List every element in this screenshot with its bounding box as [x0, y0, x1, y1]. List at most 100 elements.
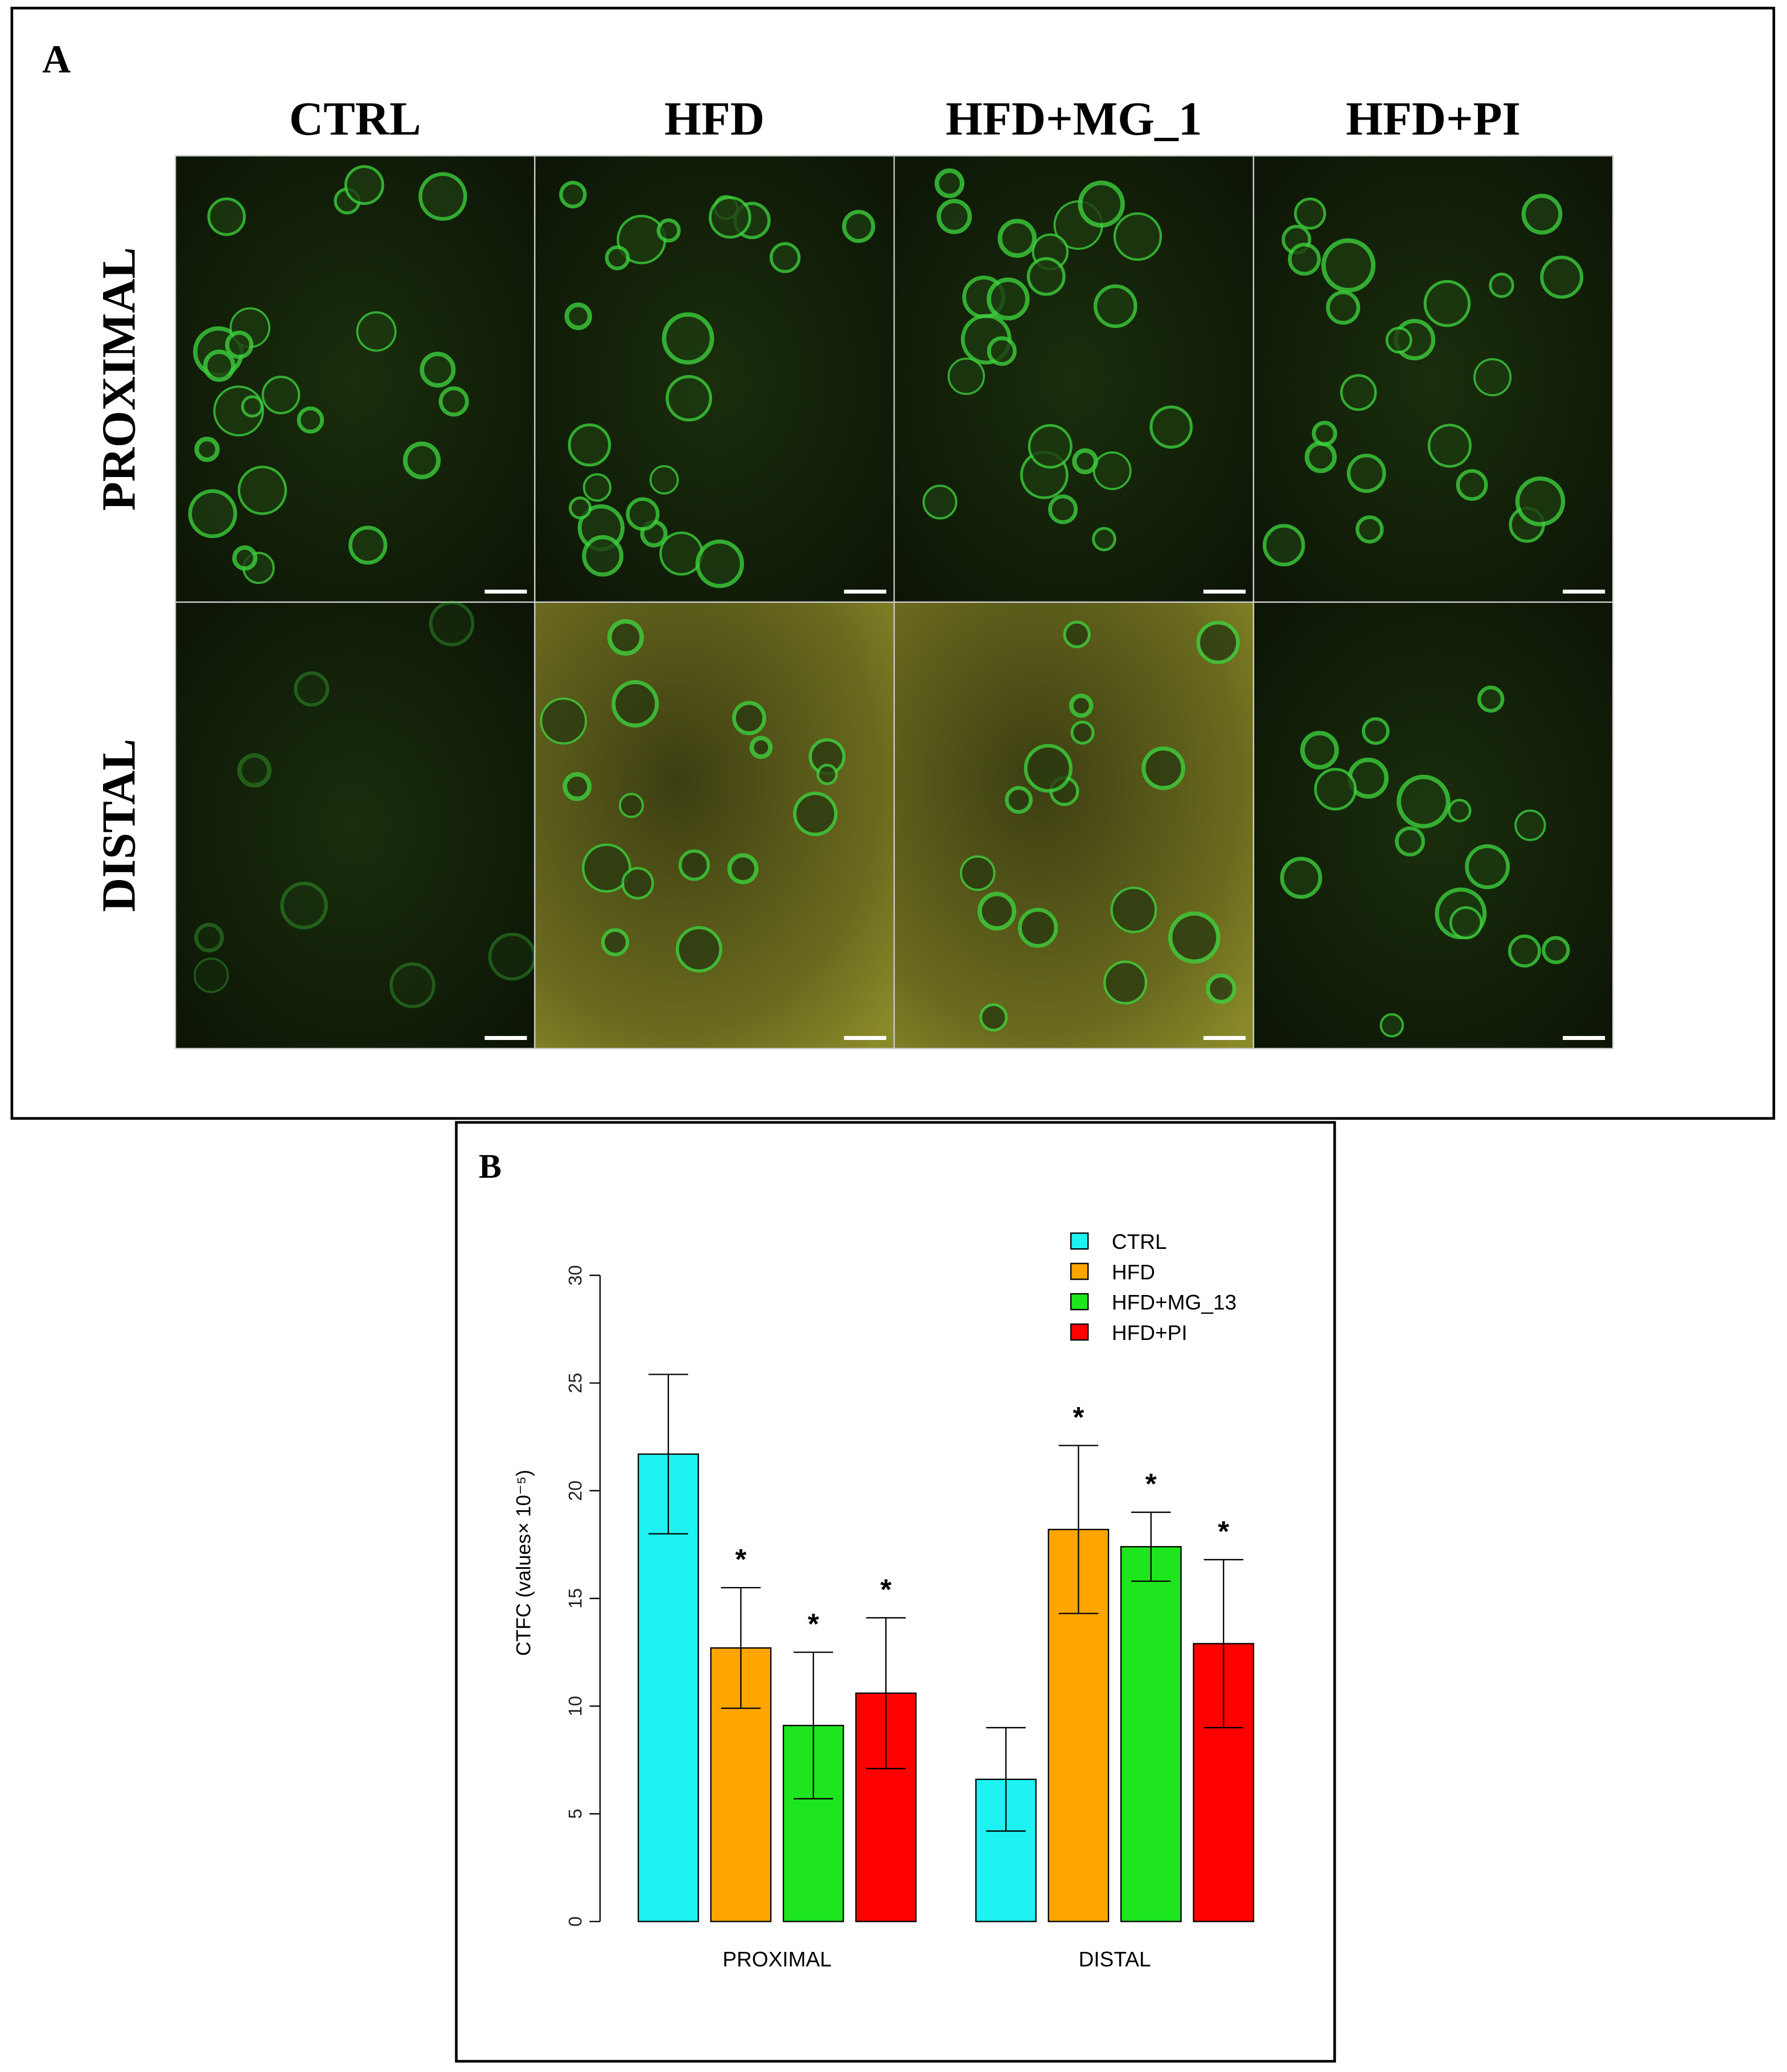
- cell: [1149, 405, 1193, 449]
- cell: [676, 926, 722, 973]
- cell: [402, 441, 441, 479]
- y-tick-label: 25: [565, 1373, 586, 1393]
- cell: [1521, 194, 1563, 235]
- significance-mark: *: [1073, 1401, 1084, 1433]
- cell: [562, 772, 592, 801]
- cell: [727, 853, 759, 885]
- cell: [662, 312, 714, 365]
- cell: [977, 891, 1017, 931]
- legend-label: HFD: [1112, 1260, 1155, 1284]
- cell: [1141, 746, 1185, 790]
- column-header: HFD: [664, 93, 765, 146]
- column-header: HFD+MG_1: [946, 93, 1202, 146]
- cell: [1005, 786, 1033, 814]
- cell: [540, 697, 588, 745]
- cell: [1540, 256, 1584, 299]
- cell: [568, 423, 611, 467]
- cell: [947, 357, 985, 395]
- cell: [934, 168, 965, 199]
- y-tick-label: 15: [565, 1588, 586, 1609]
- cell: [207, 197, 246, 236]
- cell: [626, 497, 660, 531]
- cell: [695, 539, 744, 589]
- micrograph: [174, 601, 536, 1050]
- cell: [241, 395, 264, 418]
- cell: [1072, 448, 1098, 475]
- cell: [1465, 844, 1510, 890]
- cell: [1206, 973, 1236, 1004]
- cell: [769, 242, 801, 273]
- cell: [237, 466, 287, 515]
- cell: [194, 437, 220, 462]
- cell: [418, 172, 467, 221]
- cell: [232, 545, 258, 571]
- x-tick-label: DISTAL: [1079, 1947, 1151, 1971]
- cell: [1063, 620, 1091, 648]
- cell: [1304, 441, 1337, 474]
- row-label: PROXIMAL: [93, 247, 145, 511]
- cell: [1110, 886, 1157, 934]
- cell: [1340, 374, 1377, 411]
- cell: [842, 209, 876, 243]
- cell: [193, 957, 229, 993]
- cell: [1449, 906, 1483, 940]
- bar: [1120, 1546, 1182, 1922]
- cell: [936, 199, 972, 235]
- significance-mark: *: [880, 1573, 892, 1606]
- row-label: DISTAL: [93, 739, 145, 912]
- cell: [582, 473, 612, 502]
- cell: [1024, 743, 1073, 793]
- cell: [1028, 424, 1073, 469]
- cell: [582, 843, 631, 893]
- cell: [987, 277, 1030, 320]
- cell: [611, 680, 659, 728]
- legend-swatch: [1070, 1263, 1089, 1280]
- significance-mark: *: [1145, 1467, 1157, 1500]
- cell: [389, 962, 436, 1009]
- cell: [1395, 826, 1426, 857]
- cell: [960, 855, 996, 891]
- cell: [678, 849, 710, 881]
- legend-swatch: [1070, 1323, 1089, 1341]
- cell: [280, 881, 328, 930]
- cell: [582, 535, 624, 577]
- legend-swatch: [1070, 1232, 1089, 1250]
- y-tick-label: 0: [565, 1917, 586, 1927]
- significance-mark: *: [735, 1543, 746, 1576]
- cell: [1456, 469, 1488, 501]
- cell: [605, 245, 630, 270]
- cell: [1078, 180, 1125, 228]
- cell: [1196, 620, 1240, 664]
- column-header: HFD+PI: [1346, 93, 1521, 146]
- cell: [1312, 421, 1337, 446]
- cell: [344, 165, 384, 205]
- cell: [1477, 685, 1505, 713]
- micrograph: [893, 601, 1255, 1050]
- cell: [618, 792, 644, 819]
- cell: [1288, 242, 1321, 276]
- cell: [979, 1003, 1008, 1032]
- cell: [1427, 424, 1472, 468]
- cell: [1018, 907, 1058, 948]
- cell: [1048, 494, 1078, 524]
- panel-a-frame: [10, 6, 1776, 1120]
- panel-label: B: [479, 1148, 502, 1186]
- cell: [438, 386, 469, 417]
- cell: [225, 330, 254, 359]
- cell: [1280, 857, 1322, 899]
- cell: [1300, 730, 1339, 770]
- legend-label: CTRL: [1112, 1230, 1167, 1253]
- legend-swatch: [1070, 1293, 1089, 1310]
- cell: [656, 218, 681, 243]
- significance-mark: *: [1218, 1515, 1229, 1547]
- cell: [1542, 936, 1570, 964]
- cell: [356, 311, 397, 352]
- cell: [1113, 212, 1162, 261]
- cell: [1168, 911, 1221, 964]
- cell: [708, 196, 751, 239]
- panel-label: A: [42, 38, 71, 82]
- cell: [348, 525, 388, 565]
- cell: [792, 791, 838, 836]
- cell: [568, 496, 592, 520]
- cell: [732, 701, 766, 735]
